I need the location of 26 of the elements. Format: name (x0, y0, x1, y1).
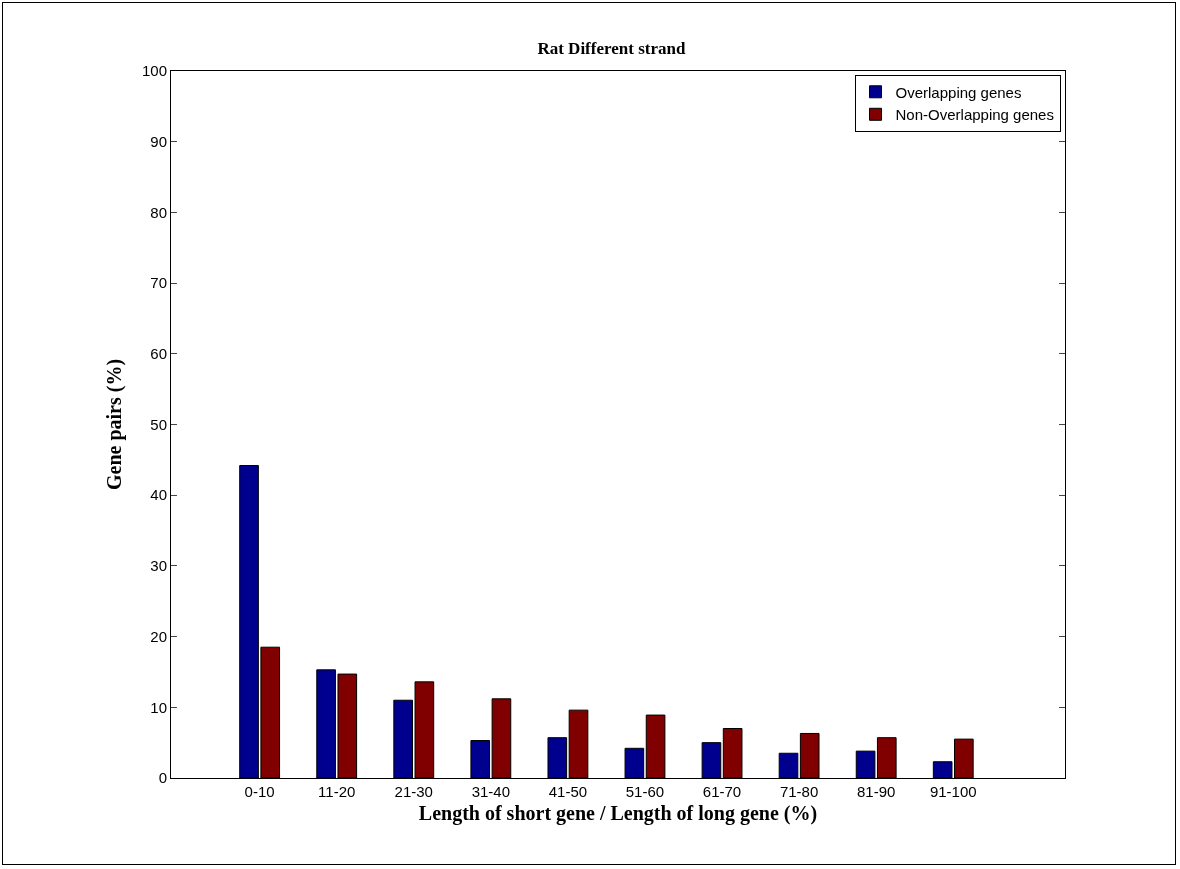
x-tick-label: 81-90 (856, 783, 896, 800)
y-tick-label: 60 (150, 345, 167, 363)
y-tick-label: 90 (150, 132, 167, 150)
x-axis-title: Length of short gene / Length of long gene (%) (418, 801, 818, 825)
chart-title: Rat Different strand (537, 38, 686, 58)
x-tick-label: 41-50 (548, 783, 588, 800)
y-tick-label: 20 (150, 627, 167, 645)
y-tick-label: 40 (150, 486, 167, 504)
y-tick-label: 70 (150, 274, 167, 292)
x-tick-label: 31-40 (471, 783, 511, 800)
x-tick-label: 0-10 (244, 783, 275, 800)
legend-label: Overlapping genes (895, 83, 1022, 101)
y-tick-label: 80 (150, 203, 167, 221)
y-tick-label: 10 (150, 698, 167, 716)
y-tick-label: 100 (141, 62, 167, 80)
y-tick-label: 50 (150, 415, 167, 433)
y-axis-title: Gene pairs (%) (103, 358, 127, 491)
y-tick-label: 0 (158, 769, 167, 787)
x-tick-label: 21-30 (394, 783, 433, 800)
legend-label: Non-Overlapping genes (895, 106, 1054, 124)
y-tick-label: 30 (150, 557, 167, 575)
x-tick-label: 91-100 (929, 783, 977, 800)
x-tick-label: 51-60 (625, 783, 665, 800)
x-tick-label: 71-80 (779, 783, 819, 800)
x-tick-label: 61-70 (702, 783, 742, 800)
x-tick-label: 11-20 (318, 783, 356, 800)
